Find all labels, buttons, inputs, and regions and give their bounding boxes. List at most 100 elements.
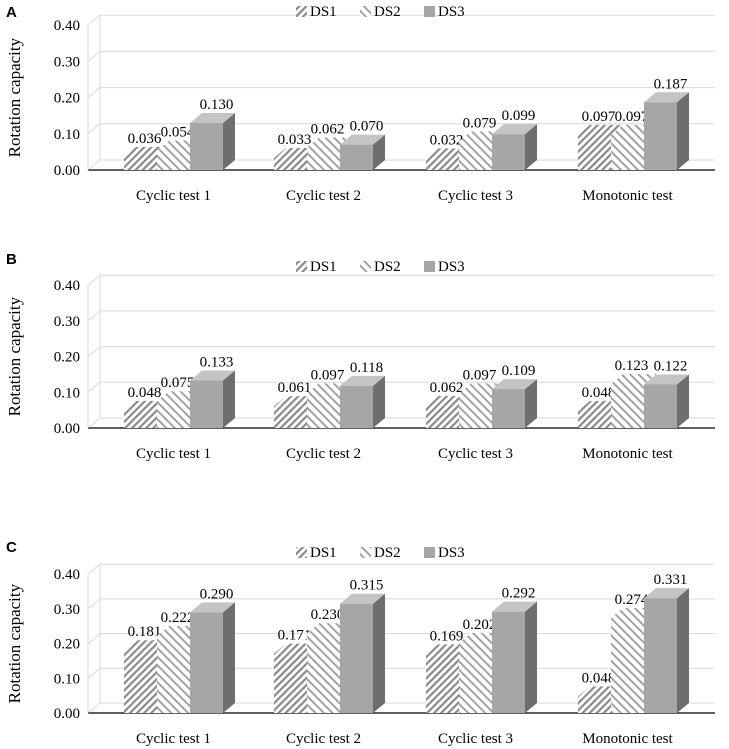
data-label-ds3: 0.187 — [654, 76, 688, 92]
bar-front — [307, 393, 340, 428]
legend-entry-ds2: DS2 — [374, 545, 401, 561]
bar-side — [677, 92, 689, 170]
bar-front — [274, 406, 307, 428]
bar-top — [644, 374, 689, 385]
bar-top — [340, 134, 385, 145]
data-label-ds3: 0.331 — [654, 572, 688, 588]
bar-front — [611, 134, 644, 170]
bar-front — [611, 617, 644, 713]
legend-swatch-ds2 — [360, 261, 371, 272]
legend-swatch-ds3 — [424, 261, 435, 272]
bar-ds3 — [492, 379, 537, 428]
x-tick-label: Cyclic test 1 — [136, 731, 211, 747]
bar-front — [578, 410, 611, 428]
legend-entry-ds2: DS2 — [374, 259, 401, 275]
data-label-ds3: 0.122 — [654, 358, 688, 374]
y-tick-label: 0.10 — [54, 671, 80, 687]
data-label-ds3: 0.118 — [350, 360, 383, 376]
bar-front — [459, 393, 492, 428]
y-tick-label: 0.10 — [54, 127, 80, 143]
bar-front — [274, 653, 307, 713]
legend-swatch-ds1 — [296, 261, 307, 272]
bar-front — [644, 384, 677, 428]
bar-top — [492, 124, 537, 135]
bar-front — [190, 380, 223, 428]
bar-front — [157, 150, 190, 170]
data-label-ds3: 0.070 — [350, 119, 384, 135]
data-label-ds1: 0.062 — [430, 380, 464, 396]
bar-front — [459, 141, 492, 170]
data-label-ds1: 0.061 — [278, 380, 312, 396]
data-label-ds2: 0.054 — [161, 124, 195, 140]
gridline — [87, 310, 715, 322]
bar-front — [157, 401, 190, 428]
gridline — [87, 87, 715, 98]
data-label-ds1: 0.181 — [128, 624, 162, 640]
bar-side — [373, 375, 385, 428]
legend-entry-ds3: DS3 — [438, 259, 465, 275]
gridline — [87, 563, 715, 575]
bar-side — [223, 370, 235, 428]
data-label-ds3: 0.109 — [502, 363, 536, 379]
data-label-ds1: 0.036 — [128, 131, 162, 147]
gridline — [87, 50, 715, 62]
y-tick-label: 0.20 — [54, 350, 80, 366]
bar-side — [373, 134, 385, 170]
data-label-ds1: 0.169 — [430, 628, 464, 644]
data-label-ds1: 0.171 — [278, 628, 312, 644]
bar-front — [426, 158, 459, 170]
bar-group: 0.048 0.274 0.331 Monotonic test — [578, 572, 689, 747]
bar-ds3 — [340, 375, 385, 428]
bar-front — [644, 102, 677, 170]
bar-top — [611, 374, 656, 385]
x-tick-label: Cyclic test 1 — [136, 188, 211, 204]
data-label-ds3: 0.315 — [350, 578, 384, 594]
data-label-ds1: 0.048 — [582, 385, 616, 401]
data-label-ds2: 0.274 — [615, 592, 649, 608]
bar-front — [492, 611, 525, 713]
bar-ds3 — [644, 374, 689, 428]
y-tick-label: 0.00 — [54, 706, 80, 722]
data-label-ds3: 0.133 — [200, 355, 234, 371]
data-label-ds2: 0.222 — [161, 610, 195, 626]
bar-front — [611, 384, 644, 428]
y-tick-label: 0.40 — [54, 18, 80, 34]
y-tick-label: 0.30 — [54, 54, 80, 70]
bar-side — [223, 602, 235, 713]
bar-ds3 — [492, 124, 537, 170]
bar-group: 0.171 0.230 0.315 Cyclic test 2 — [274, 578, 385, 747]
bar-front — [426, 405, 459, 428]
bar-front — [307, 633, 340, 713]
legend-swatch-ds1 — [296, 6, 307, 17]
legend-entry-ds1: DS1 — [310, 259, 337, 275]
data-label-ds2: 0.097 — [311, 367, 345, 383]
bar-front — [157, 635, 190, 713]
legend-swatch-ds3 — [424, 547, 435, 558]
bar-front — [274, 158, 307, 170]
bar-ds3 — [190, 602, 235, 713]
bar-side — [677, 588, 689, 713]
bar-front — [578, 696, 611, 713]
panel-label: C — [6, 539, 17, 556]
data-label-ds1: 0.097 — [582, 109, 616, 125]
bar-ds3 — [190, 370, 235, 428]
bar-front — [124, 156, 157, 170]
bar-front — [492, 389, 525, 428]
bar-ds3 — [644, 92, 689, 170]
bar-front — [340, 144, 373, 170]
data-label-ds2: 0.075 — [161, 375, 195, 391]
bar-side — [525, 601, 537, 713]
chart-panel-c: C 0.00 0.10 0.20 0.30 0.40 Rotation capacity DS… — [5, 539, 715, 747]
bar-top — [644, 92, 689, 103]
bar-group: 0.048 0.123 0.122 Monotonic test — [578, 358, 689, 462]
bar-front — [190, 612, 223, 713]
y-axis-title: Rotation capacity — [5, 37, 24, 157]
legend-entry-ds3: DS3 — [438, 4, 465, 20]
bar-top — [644, 588, 689, 599]
bar-side — [677, 374, 689, 428]
legend-entry-ds1: DS1 — [310, 545, 337, 561]
